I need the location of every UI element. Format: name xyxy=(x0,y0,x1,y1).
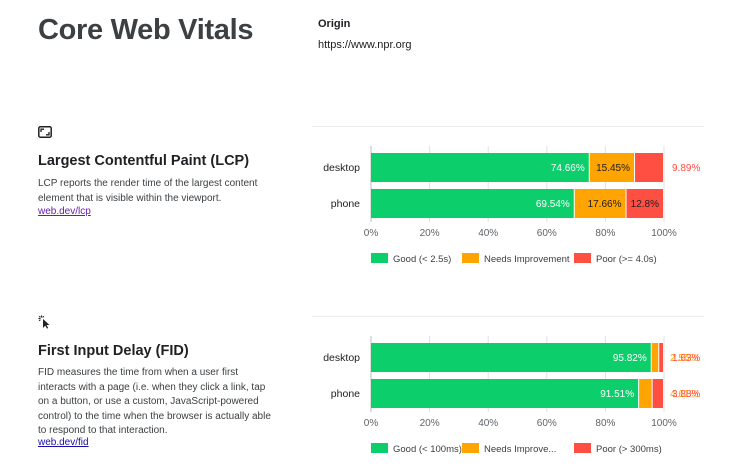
fid-description: FID measures the time from when a user f… xyxy=(38,367,271,436)
lcp-legend-label: Needs Improvement xyxy=(484,254,570,265)
lcp-legend-label: Good (< 2.5s) xyxy=(393,254,451,265)
fid-legend-swatch xyxy=(462,443,479,453)
fid-data-label: 95.82% xyxy=(613,353,647,364)
lcp-data-label: 15.45% xyxy=(596,163,630,174)
lcp-x-tick-label: 60% xyxy=(537,228,557,239)
fid-data-label: 2.55% xyxy=(670,353,698,364)
fid-legend-label: Needs Improve... xyxy=(484,444,556,455)
lcp-x-tick-label: 40% xyxy=(478,228,498,239)
lcp-data-label: 9.89% xyxy=(672,163,700,174)
fid-distribution-chart: 0% 20% 40% 60% 80% 100% desktop 95.82% 2.55%1.63… xyxy=(323,336,700,455)
fid-bar-0 xyxy=(371,343,651,372)
fid-category-label: phone xyxy=(331,388,360,400)
lcp-x-tick-label: 100% xyxy=(651,228,677,239)
lcp-description: LCP reports the render time of the large… xyxy=(38,178,258,204)
fid-x-tick-label: 100% xyxy=(651,418,677,429)
fid-bar-0 xyxy=(371,379,639,408)
lcp-bar-0 xyxy=(371,189,574,218)
lcp-bar-2 xyxy=(626,189,663,218)
fid-data-label: 4.61% xyxy=(670,389,698,400)
fid-link[interactable]: web.dev/fid xyxy=(38,437,89,448)
lcp-chart: 0% 20% 40% 60% 80% 100% desktop 74.66% 15.45% 9.8… xyxy=(312,140,704,275)
lcp-legend-swatch xyxy=(462,253,479,263)
lcp-data-label: 17.66% xyxy=(588,199,622,210)
lcp-frame-icon xyxy=(38,125,52,143)
lcp-bar-0 xyxy=(371,153,589,182)
fid-bar-1 xyxy=(651,343,659,372)
origin-label: Origin xyxy=(318,18,351,30)
lcp-divider xyxy=(312,126,704,127)
origin-url: https://www.npr.org xyxy=(318,39,412,51)
fid-divider xyxy=(312,316,704,317)
fid-title: First Input Delay (FID) xyxy=(38,343,189,359)
fid-x-tick-label: 20% xyxy=(420,418,440,429)
fid-bar-2 xyxy=(659,343,663,372)
lcp-bar-1 xyxy=(574,189,626,218)
lcp-category-label: desktop xyxy=(323,162,360,174)
fid-pointer-icon xyxy=(38,315,52,334)
fid-x-tick-label: 60% xyxy=(537,418,557,429)
lcp-legend-swatch xyxy=(371,253,388,263)
fid-category-label: desktop xyxy=(323,352,360,364)
lcp-data-label: 12.8% xyxy=(631,199,659,210)
lcp-bar-1 xyxy=(589,153,635,182)
fid-legend-swatch xyxy=(371,443,388,453)
lcp-link[interactable]: web.dev/lcp xyxy=(38,206,91,217)
lcp-data-label: 74.66% xyxy=(551,163,585,174)
fid-legend-label: Poor (> 300ms) xyxy=(596,444,662,455)
lcp-legend-label: Poor (>= 4.0s) xyxy=(596,254,657,265)
fid-x-tick-label: 40% xyxy=(478,418,498,429)
fid-data-label: 1.63% xyxy=(672,353,700,364)
fid-data-label: 91.51% xyxy=(600,389,634,400)
lcp-category-label: phone xyxy=(331,198,360,210)
lcp-bar-2 xyxy=(635,153,663,182)
fid-x-tick-label: 0% xyxy=(364,418,379,429)
lcp-x-tick-label: 20% xyxy=(420,228,440,239)
fid-legend-label: Good (< 100ms) xyxy=(393,444,462,455)
fid-bar-1 xyxy=(639,379,652,408)
fid-legend-swatch xyxy=(574,443,591,453)
fid-chart: 0% 20% 40% 60% 80% 100% desktop 95.82% 2.55% 1.63… xyxy=(312,330,704,465)
fid-bar-2 xyxy=(652,379,663,408)
lcp-legend-swatch xyxy=(574,253,591,263)
lcp-x-tick-label: 0% xyxy=(364,228,379,239)
lcp-x-tick-label: 80% xyxy=(595,228,615,239)
fid-data-label: 3.88% xyxy=(672,389,700,400)
fid-x-tick-label: 80% xyxy=(595,418,615,429)
lcp-title: Largest Contentful Paint (LCP) xyxy=(38,153,250,169)
page-title: Core Web Vitals xyxy=(38,14,254,46)
lcp-distribution-chart: 0% 20% 40% 60% 80% 100% desktop 74.66% 15.45% 9.8… xyxy=(323,146,700,265)
lcp-data-label: 69.54% xyxy=(536,199,570,210)
